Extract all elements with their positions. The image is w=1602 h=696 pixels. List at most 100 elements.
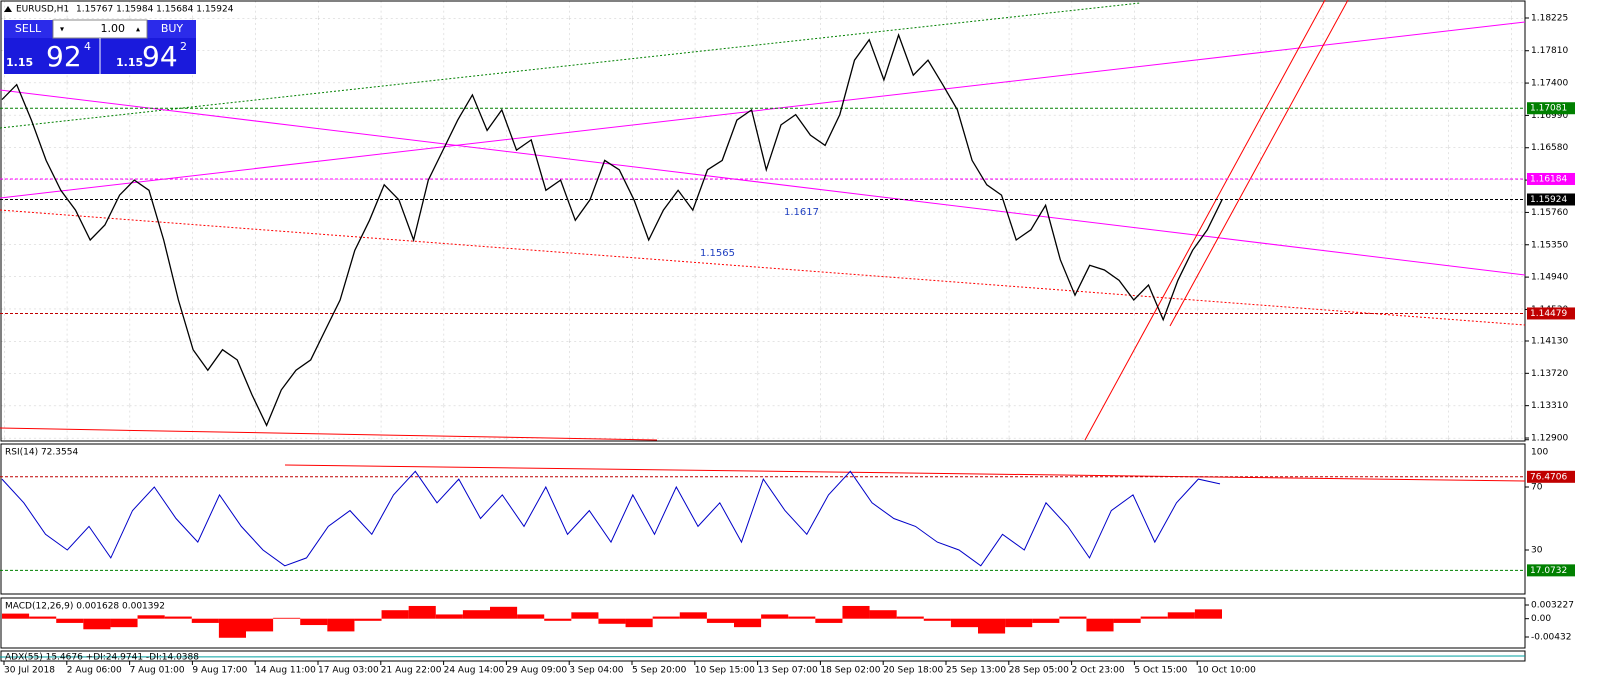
sell-price: 92 bbox=[46, 40, 82, 73]
macd-bar bbox=[1059, 616, 1087, 619]
y-tick-label: 100 bbox=[1531, 448, 1548, 458]
macd-bar bbox=[1140, 616, 1168, 619]
y-tick-label: 30 bbox=[1531, 546, 1543, 556]
macd-label: MACD(12,26,9) 0.001628 0.001392 bbox=[5, 602, 165, 612]
adx-label: ADX(55) 15.4676 +DI:24.9741 -DI:14.0388 bbox=[5, 653, 199, 663]
sell-pip: 4 bbox=[84, 40, 91, 53]
macd-bar bbox=[246, 618, 274, 632]
y-tick-label: 1.16580 bbox=[1531, 143, 1568, 153]
rsi-label: RSI(14) 72.3554 bbox=[5, 448, 78, 458]
macd-bar bbox=[300, 618, 328, 626]
macd-bar bbox=[218, 618, 246, 638]
macd-panel bbox=[0, 597, 1526, 649]
macd-bar bbox=[544, 618, 572, 621]
macd-bar bbox=[110, 618, 138, 628]
macd-bar bbox=[273, 617, 301, 619]
buy-pip: 2 bbox=[180, 40, 187, 53]
macd-bar bbox=[571, 612, 599, 619]
macd-bar bbox=[815, 618, 843, 623]
sell-label: SELL bbox=[15, 22, 42, 35]
price-tag-label: 1.16184 bbox=[1530, 174, 1567, 184]
price-tag bbox=[1527, 172, 1575, 185]
y-tick-label: 1.16990 bbox=[1531, 111, 1568, 121]
x-tick-label: 14 Aug 11:00 bbox=[255, 666, 316, 676]
macd-bar bbox=[435, 614, 463, 619]
macd-bar bbox=[381, 610, 409, 619]
price-line bbox=[1, 33, 1223, 427]
macd-bar bbox=[408, 605, 436, 619]
x-tick-label: 29 Aug 09:00 bbox=[506, 666, 567, 676]
rsi-line bbox=[1, 470, 1221, 567]
y-tick-label: 1.14940 bbox=[1531, 273, 1568, 283]
y-tick-label: 1.15760 bbox=[1531, 208, 1568, 218]
macd-bar bbox=[734, 618, 762, 628]
x-tick-label: 28 Sep 05:00 bbox=[1009, 666, 1069, 676]
sell-button[interactable] bbox=[4, 20, 52, 38]
macd-bar bbox=[950, 618, 978, 628]
macd-bar bbox=[1194, 609, 1222, 619]
macd-bar bbox=[652, 616, 680, 619]
y-tick-label: 1.14130 bbox=[1531, 336, 1568, 346]
y-tick-label: 1.13310 bbox=[1531, 401, 1568, 411]
x-tick-label: 10 Sep 15:00 bbox=[695, 666, 755, 676]
x-tick-label: 7 Aug 01:00 bbox=[130, 666, 185, 676]
level-tag bbox=[1527, 470, 1575, 483]
y-tick-label: 1.13720 bbox=[1531, 369, 1568, 379]
price-tag bbox=[1527, 102, 1575, 115]
y-tick-label: 0.00 bbox=[1531, 614, 1551, 624]
y-tick-label: 1.12900 bbox=[1531, 434, 1568, 444]
macd-bar bbox=[1005, 618, 1033, 628]
price-tag bbox=[1527, 307, 1575, 320]
one-click-trading: SELL ▾ ▴ 1.00 BUY 1.15 92 4 1.15 94 2 bbox=[4, 19, 196, 74]
buy-prefix: 1.15 bbox=[116, 56, 143, 69]
y-tick-label: 1.17400 bbox=[1531, 79, 1568, 89]
annotation: 1.1565 bbox=[700, 248, 735, 259]
x-tick-label: 30 Jul 2018 bbox=[4, 666, 55, 676]
macd-bar bbox=[1086, 618, 1114, 632]
x-tick-label: 2 Oct 23:00 bbox=[1072, 666, 1125, 676]
price-tag bbox=[1527, 193, 1575, 206]
macd-bar bbox=[761, 614, 789, 619]
ohlc: 1.15767 1.15984 1.15684 1.15924 bbox=[76, 5, 234, 15]
macd-bar bbox=[706, 618, 734, 623]
x-tick-label: 9 Aug 17:00 bbox=[192, 666, 247, 676]
buy-button[interactable] bbox=[148, 20, 196, 38]
macd-bar bbox=[625, 618, 653, 628]
macd-bar bbox=[1167, 612, 1195, 619]
macd-bar bbox=[2, 613, 30, 619]
y-tick-label: 1.15350 bbox=[1531, 240, 1568, 250]
price-tag-label: 1.15924 bbox=[1530, 195, 1567, 205]
sell-prefix: 1.15 bbox=[6, 56, 33, 69]
macd-bar bbox=[83, 618, 111, 630]
price-tag-label: 1.14479 bbox=[1530, 309, 1567, 319]
x-tick-label: 5 Oct 15:00 bbox=[1134, 666, 1187, 676]
svg-text:▴: ▴ bbox=[136, 25, 140, 34]
level-tag-label: 17.0732 bbox=[1530, 566, 1567, 576]
macd-bar bbox=[896, 616, 924, 619]
macd-bar bbox=[191, 618, 219, 623]
volume: 1.00 bbox=[101, 22, 126, 35]
buy-price: 94 bbox=[142, 40, 178, 73]
chart-header: EURUSD,H1 1.15767 1.15984 1.15684 1.1592… bbox=[4, 5, 234, 15]
macd-bar bbox=[164, 616, 192, 619]
macd-bar bbox=[788, 616, 816, 619]
svg-text:▾: ▾ bbox=[60, 25, 64, 34]
y-tick-label: 0.003227 bbox=[1531, 601, 1574, 611]
y-tick-label: 1.18225 bbox=[1531, 14, 1568, 24]
macd-bar bbox=[1113, 618, 1141, 623]
macd-bar bbox=[29, 616, 57, 619]
x-tick-label: 24 Aug 14:00 bbox=[444, 666, 505, 676]
main-panel bbox=[0, 0, 1526, 442]
x-tick-label: 21 Aug 22:00 bbox=[381, 666, 442, 676]
macd-bar bbox=[1032, 618, 1060, 623]
x-tick-label: 2 Aug 06:00 bbox=[67, 666, 122, 676]
macd-bar bbox=[56, 618, 84, 623]
x-tick-label: 3 Sep 04:00 bbox=[569, 666, 624, 676]
symbol: EURUSD,H1 bbox=[16, 5, 69, 15]
x-tick-label: 13 Sep 07:00 bbox=[758, 666, 818, 676]
x-tick-label: 18 Sep 02:00 bbox=[820, 666, 880, 676]
macd-bar bbox=[517, 614, 545, 619]
y-tick-label: -0.00432 bbox=[1531, 633, 1571, 643]
macd-bar bbox=[490, 606, 518, 619]
macd-bar bbox=[598, 618, 626, 624]
